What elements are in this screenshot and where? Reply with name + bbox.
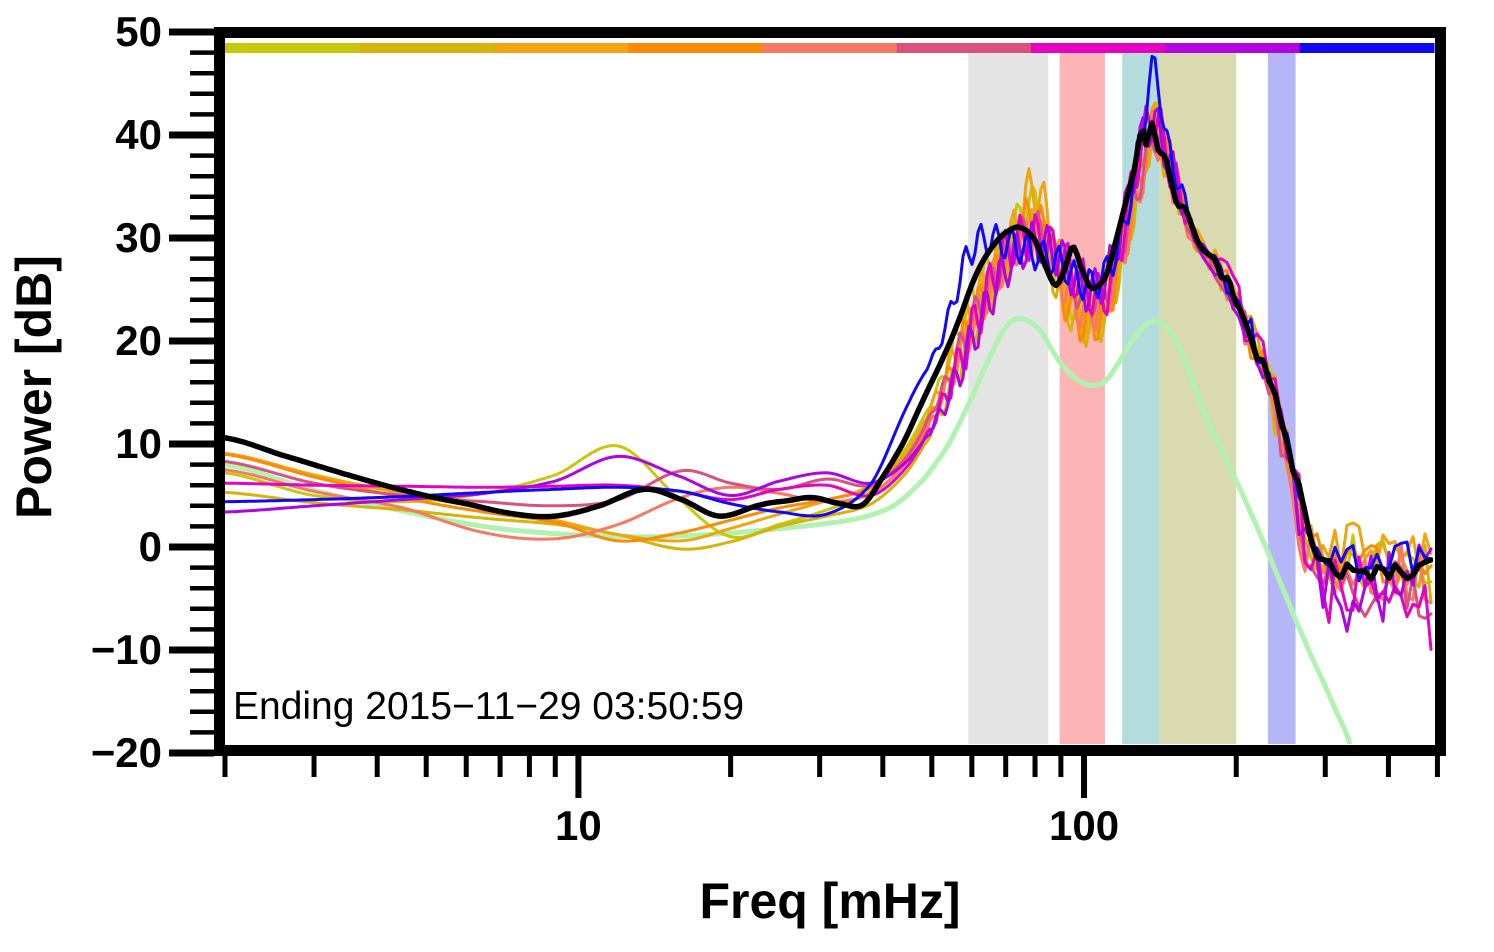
period-strip-segment-7: [1031, 43, 1166, 53]
mean-spectrum: [225, 120, 1433, 583]
y-tick-label-50: 50: [115, 8, 162, 55]
period-strip-segment-8: [1165, 43, 1301, 53]
period-strip-segment-5: [762, 43, 898, 53]
x-tick-label-10: 10: [555, 802, 602, 849]
run-5-salmon: [225, 131, 1433, 605]
y-tick-label-−10: −10: [90, 626, 162, 673]
period-strip-segment-4: [628, 43, 763, 53]
spectra-curves: [225, 54, 1433, 744]
band-gray: [968, 53, 1049, 744]
y-tick-label-10: 10: [115, 420, 162, 467]
y-tick-label-20: 20: [115, 317, 162, 364]
period-strip-segment-1: [225, 43, 360, 53]
axis-ticks: [169, 28, 1440, 798]
y-tick-label-30: 30: [115, 214, 162, 261]
period-strip-segment-3: [493, 43, 629, 53]
y-tick-label-−20: −20: [90, 729, 162, 776]
y-tick-label-40: 40: [115, 111, 162, 158]
highlight-bands: [968, 53, 1296, 744]
period-strip-segment-9: [1299, 43, 1435, 53]
band-pink: [1059, 53, 1105, 744]
x-axis-title: Freq [mHz]: [699, 873, 961, 929]
run-8-purple: [225, 107, 1433, 633]
run-7-magenta: [225, 104, 1433, 651]
period-strip-segment-2: [359, 43, 495, 53]
period-strip-segment-6: [896, 43, 1032, 53]
run-6-raspberry: [225, 130, 1433, 620]
ending-timestamp-annotation: Ending 2015−11−29 03:50:59: [233, 685, 745, 728]
x-tick-label-100: 100: [1048, 802, 1120, 849]
y-axis-title: Power [dB]: [6, 255, 62, 519]
time-period-color-strip: [225, 43, 1435, 53]
y-tick-label-0: 0: [138, 523, 162, 570]
plot-frame: [214, 27, 1446, 756]
